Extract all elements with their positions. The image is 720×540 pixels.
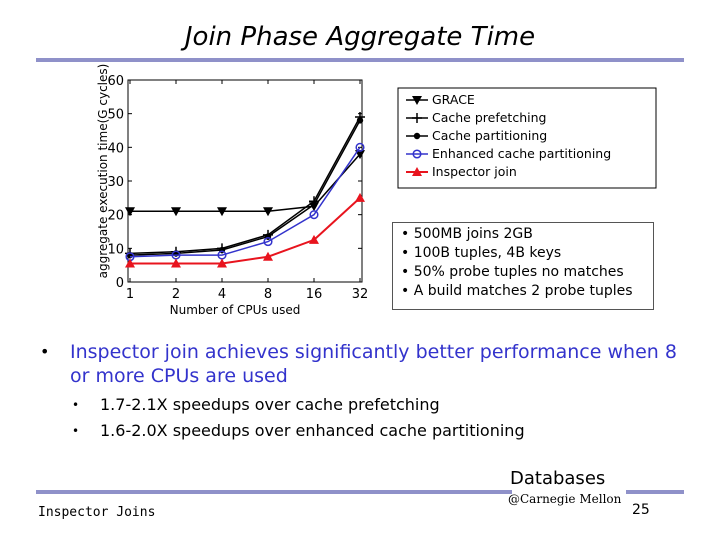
y-tick-label: 10 (107, 242, 124, 257)
data-point-0 (263, 207, 273, 217)
y-tick-label: 0 (116, 276, 124, 291)
main-bullet: • Inspector join achieves significantly … (36, 340, 696, 388)
data-point-4 (125, 258, 135, 268)
sub-bullet: • 1.6-2.0X speedups over enhanced cache … (36, 418, 696, 444)
legend-box (397, 87, 657, 189)
bullet-marker: • (72, 398, 80, 412)
note-line: • 500MB joins 2GB (401, 226, 533, 242)
bullet-list: • Inspector join achieves significantly … (36, 340, 696, 444)
series-line-2 (129, 120, 361, 256)
data-point-0 (171, 207, 181, 217)
series-line-4 (130, 197, 361, 265)
title-underline (36, 58, 684, 62)
page-number: 25 (632, 502, 650, 518)
note-line: • 100B tuples, 4B keys (401, 245, 562, 261)
note-line: • A build matches 2 probe tuples (401, 283, 633, 299)
legend-label: GRACE (432, 92, 475, 107)
sub-bullet-list: • 1.7-2.1X speedups over cache prefetchi… (36, 392, 696, 444)
legend-label: Cache partitioning (432, 128, 547, 143)
data-point-3 (355, 142, 365, 152)
bullet-marker: • (40, 342, 50, 361)
data-point-2 (310, 201, 318, 208)
data-point-0 (125, 207, 135, 217)
note-line: • 50% probe tuples no matches (401, 264, 624, 280)
data-point-4 (309, 234, 319, 244)
y-tick-label: 30 (107, 175, 124, 190)
sub-bullet-text: 1.6-2.0X speedups over enhanced cache pa… (100, 421, 525, 440)
footer-rule-right (626, 490, 684, 494)
x-tick-label: 1 (126, 287, 134, 302)
x-tick-label: 16 (306, 287, 323, 302)
x-tick-label: 32 (352, 287, 369, 302)
data-point-4 (217, 258, 227, 268)
bullet-marker: • (72, 424, 80, 438)
footer-rule-left (36, 490, 512, 494)
data-point-3 (309, 210, 319, 220)
series-line-3 (129, 146, 361, 258)
series-line-1 (129, 116, 361, 255)
y-tick-label: 20 (107, 209, 124, 224)
chart-svg: 0 10 20 30 40 50 60 1 2 4 8 16 32 Number of CPUs used… (96, 64, 657, 317)
data-point-2 (356, 117, 364, 124)
x-tick-label: 4 (218, 287, 226, 302)
sub-bullet: • 1.7-2.1X speedups over cache prefetchi… (36, 392, 696, 418)
sub-bullet-text: 1.7-2.1X speedups over cache prefetching (100, 395, 440, 414)
experiment-notes-box: • 500MB joins 2GB • 100B tuples, 4B keys… (392, 222, 654, 310)
x-tick-label: 8 (264, 287, 272, 302)
x-tick-label: 2 (172, 287, 180, 302)
y-tick-label: 60 (107, 74, 124, 89)
data-point-4 (355, 192, 365, 202)
y-tick-label: 50 (107, 108, 124, 123)
y-tick-label: 40 (107, 141, 124, 156)
x-axis-label: Number of CPUs used (170, 303, 301, 317)
data-point-0 (217, 207, 227, 217)
series-line-0 (130, 153, 361, 213)
legend-label: Inspector join (432, 164, 517, 179)
legend-label: Enhanced cache partitioning (432, 146, 611, 161)
legend-marker (412, 96, 422, 105)
y-axis-label: aggregate execution time(G cycles) (96, 64, 110, 279)
legend-marker (412, 167, 422, 176)
slide-title: Join Phase Aggregate Time (184, 22, 536, 52)
data-point-4 (171, 258, 181, 268)
legend-label: Cache prefetching (432, 110, 546, 125)
footer-talk-title: Inspector Joins (38, 505, 156, 520)
footer-logo-sub: @Carnegie Mellon (508, 492, 622, 506)
data-point-3 (263, 237, 273, 247)
data-point-4 (263, 251, 273, 261)
legend-marker (412, 149, 422, 159)
main-bullet-text: Inspector join achieves significantly be… (70, 341, 677, 387)
legend-marker (413, 132, 421, 140)
footer-logo-word: Databases (510, 468, 606, 489)
legend-marker (412, 113, 422, 123)
